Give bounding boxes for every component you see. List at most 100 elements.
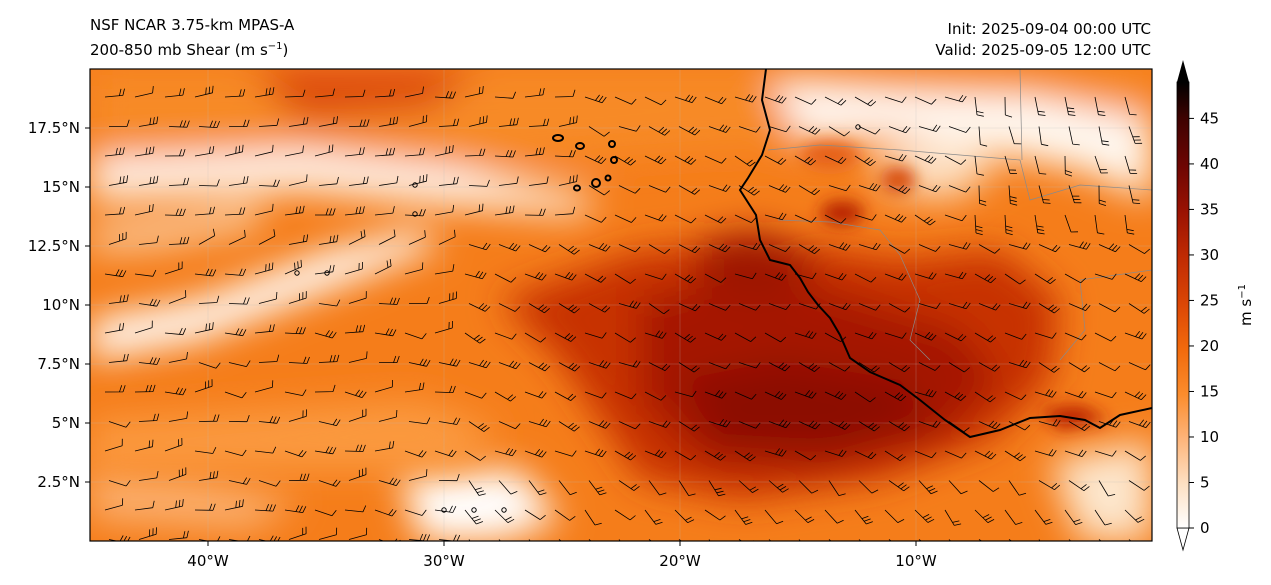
wind-barb <box>858 362 880 373</box>
wind-barb <box>978 420 1001 430</box>
wind-barb <box>468 115 488 127</box>
wind-barb <box>104 206 126 216</box>
wind-barb <box>498 360 521 370</box>
wind-barb <box>978 185 987 206</box>
wind-barb <box>828 480 846 496</box>
wind-barb <box>404 147 425 157</box>
wind-barb <box>524 147 545 157</box>
wind-barb <box>348 527 368 540</box>
wind-barb <box>918 302 941 309</box>
wind-barb <box>674 332 696 343</box>
wind-barbs <box>104 85 1151 541</box>
wind-barb <box>1128 303 1150 314</box>
wind-barb <box>884 450 906 462</box>
wind-barb <box>1128 419 1151 428</box>
wind-barb <box>104 322 125 334</box>
wind-barb <box>194 85 214 98</box>
wind-barb <box>738 126 761 133</box>
wind-barb <box>884 96 907 103</box>
wind-barb <box>288 291 307 304</box>
wind-barb <box>618 300 641 309</box>
wind-barb <box>1038 244 1061 253</box>
wind-barb <box>644 391 667 401</box>
wind-barb <box>348 351 368 363</box>
wind-barb <box>1034 214 1045 235</box>
wind-barb <box>708 418 731 428</box>
lon-label: 40°W <box>187 552 229 570</box>
wind-barb <box>888 303 911 313</box>
wind-barb <box>768 244 791 252</box>
wind-barb <box>798 126 821 135</box>
wind-barb <box>798 303 821 310</box>
lat-labels: 17.5°N 15°N 12.5°N 10°N 7.5°N 5°N 2.5°N <box>28 119 80 491</box>
wind-barb <box>554 509 576 521</box>
wind-barb <box>734 94 757 103</box>
wind-barb <box>584 391 607 399</box>
wind-barb <box>824 509 844 524</box>
country-borders <box>767 69 1152 361</box>
wind-barb <box>408 533 431 541</box>
wind-barb <box>584 214 607 223</box>
wind-barb <box>198 536 221 541</box>
colorbar-tick-label: 35 <box>1200 200 1219 218</box>
wind-barb <box>464 391 487 399</box>
wind-barb <box>168 120 190 128</box>
wind-barb <box>734 214 757 223</box>
wind-barb <box>648 185 671 193</box>
wind-barb <box>198 228 216 245</box>
wind-barb <box>1004 214 1013 236</box>
wind-barb <box>764 448 787 457</box>
small-islands <box>294 124 861 513</box>
wind-barb <box>468 303 491 312</box>
wind-barb <box>1008 242 1031 250</box>
wind-barb <box>438 417 461 425</box>
wind-barb <box>794 390 817 399</box>
wind-barb <box>1008 421 1031 431</box>
lat-label: 17.5°N <box>28 119 80 137</box>
wind-barb <box>318 299 341 307</box>
wind-barb <box>134 204 154 216</box>
wind-barb <box>738 480 759 493</box>
wind-barb <box>974 509 995 523</box>
colorbar-min-extend <box>1176 527 1190 552</box>
wind-barb <box>734 272 757 280</box>
wind-barb <box>588 243 611 252</box>
wind-barb <box>438 473 460 482</box>
wind-barb <box>229 119 250 127</box>
wind-barb <box>884 332 907 339</box>
wind-barb <box>314 264 335 275</box>
wind-barb <box>138 357 161 365</box>
wind-barb <box>948 421 970 433</box>
wind-barb <box>224 89 246 98</box>
wind-barb <box>314 384 336 393</box>
wind-barb <box>408 417 431 425</box>
wind-barb <box>888 421 910 432</box>
wind-barb <box>378 297 400 305</box>
wind-barb <box>948 242 971 250</box>
wind-barb <box>1064 509 1083 525</box>
wind-barb <box>404 262 424 275</box>
wind-barb <box>1034 273 1056 285</box>
wind-barb <box>404 332 427 340</box>
wind-barb <box>678 185 701 195</box>
wind-barb <box>884 509 905 523</box>
wind-barb <box>914 155 937 164</box>
wind-barb <box>1004 96 1013 118</box>
wind-barb <box>164 327 187 336</box>
wind-barb <box>708 480 726 497</box>
wind-barb <box>524 271 547 281</box>
wind-barb <box>618 480 640 491</box>
wind-barb <box>374 379 393 393</box>
wind-barb <box>374 328 397 337</box>
wind-barb <box>194 447 217 454</box>
wind-barb <box>104 147 125 157</box>
wind-barb <box>344 89 366 98</box>
wind-barb <box>1098 185 1107 206</box>
wind-barb <box>138 413 160 422</box>
wind-barb <box>408 114 428 127</box>
wind-barb <box>254 203 274 216</box>
wind-barb <box>1064 214 1079 233</box>
wind-barb <box>1004 450 1026 462</box>
wind-barb <box>854 96 877 107</box>
wind-barb <box>258 416 281 424</box>
